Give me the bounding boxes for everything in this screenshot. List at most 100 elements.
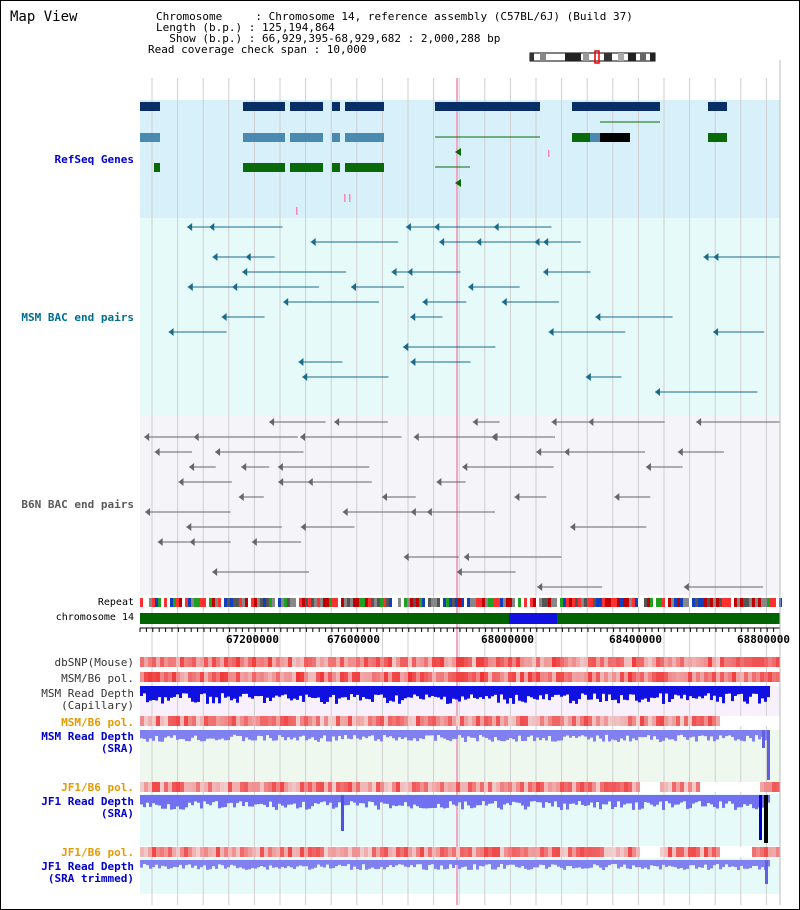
msm-bac-label[interactable]: MSM BAC end pairs <box>21 311 134 324</box>
msm-sra-depth-bar <box>599 730 602 739</box>
jf1-pol-strip <box>252 782 256 792</box>
jf1-pol-strip-2 <box>540 847 544 857</box>
msm-capillary-depth-bar <box>734 686 737 696</box>
b6n-bac-pair-arrow <box>536 448 542 456</box>
msm-pol-strip <box>696 672 700 682</box>
gene-marker <box>349 194 351 202</box>
repeat-block <box>143 598 146 607</box>
jf1-pol-strip-2 <box>536 847 540 857</box>
msm-capillary-depth-bar <box>164 686 167 698</box>
msm-pol-strip <box>776 672 780 682</box>
jf1-trim-depth-bar <box>578 860 581 868</box>
msm-capillary-depth-bar <box>194 686 197 703</box>
jf1-pol-strip <box>512 782 516 792</box>
msm-sra-depth-bar <box>626 730 629 736</box>
msm-sra-depth-bar <box>164 730 167 738</box>
msm-sra-depth-bar <box>590 730 593 738</box>
jf1-pol-strip-2 <box>400 847 404 857</box>
refseq-genes-label[interactable]: RefSeq Genes <box>54 153 134 166</box>
dbsnp-strip <box>468 657 472 667</box>
msm-pol-strip-2 <box>644 716 648 726</box>
jf1-pol-strip-2 <box>544 847 548 857</box>
jf1-trim-depth-bar <box>467 860 470 870</box>
jf1-b6-pol-label-2[interactable]: JF1/B6 pol. <box>61 846 134 859</box>
jf1-trim-depth-bar <box>698 860 701 868</box>
msm-pol-strip <box>140 672 144 682</box>
jf1-pol-strip <box>404 782 408 792</box>
dbsnp-strip <box>536 657 540 667</box>
dbsnp-strip <box>296 657 300 667</box>
msm-capillary-depth-bar <box>758 686 761 704</box>
msm-capillary-depth-bar <box>311 686 314 698</box>
jf1-trim-depth-bar <box>539 860 542 865</box>
msm-pol-strip-2 <box>556 716 560 726</box>
jf1-pol-strip-2 <box>616 847 620 857</box>
jf1-trim-depth-bar <box>536 860 539 868</box>
msm-pol-strip-2 <box>604 716 608 726</box>
jf1-trim-depth-bar <box>443 860 446 870</box>
msm-pol-strip <box>532 672 536 682</box>
msm-sra-depth-bar <box>377 730 380 740</box>
jf1-trim-depth-bar <box>593 860 596 865</box>
jf1-pol-strip-2 <box>736 847 740 857</box>
chromosome-line: Chromosome : Chromosome 14, reference as… <box>156 10 633 23</box>
msm-capillary-depth-bar <box>563 686 566 696</box>
jf1-read-depth-trim-label[interactable]: JF1 Read Depth (SRA trimmed) <box>41 860 134 885</box>
jf1-b6-pol-label-1[interactable]: JF1/B6 pol. <box>61 781 134 794</box>
jf1-pol-strip-2 <box>224 847 228 857</box>
msm-sra-depth-bar <box>392 730 395 739</box>
jf1-trim-depth-bar <box>428 860 431 865</box>
msm-read-depth-sra-label[interactable]: MSM Read Depth (SRA) <box>41 730 134 755</box>
dbsnp-strip <box>516 657 520 667</box>
msm-capillary-depth-bar <box>236 686 239 703</box>
msm-pol-strip <box>716 672 720 682</box>
msm-pol-strip <box>332 672 336 682</box>
msm-sra-depth-bar <box>539 730 542 741</box>
jf1-pol-strip <box>436 782 440 792</box>
jf1-sra-depth-bar <box>221 795 224 808</box>
jf1-sra-depth-bar <box>143 795 146 808</box>
msm-pol-strip <box>444 672 448 682</box>
msm-pol-strip-2 <box>340 716 344 726</box>
repeat-block <box>158 598 161 607</box>
jf1-sra-depth-bar <box>551 795 554 807</box>
msm-bac-pair-arrow <box>655 388 661 396</box>
ideogram-band <box>618 53 624 61</box>
b6n-bac-pair-arrow <box>212 568 218 576</box>
repeat-block <box>371 598 374 607</box>
jf1-sra-depth-bar <box>227 795 230 804</box>
msm-pol-strip-2 <box>172 716 176 726</box>
msm-pol-strip-2 <box>228 716 232 726</box>
msm-pol-strip-2 <box>464 716 468 726</box>
jf1-trim-depth-bar <box>533 860 536 868</box>
jf1-trim-depth-bar <box>431 860 434 865</box>
msm-b6-pol-label-1[interactable]: MSM/B6 pol. <box>61 672 134 685</box>
jf1-pol-strip-2 <box>748 847 752 857</box>
msm-sra-depth-bar <box>290 730 293 740</box>
dbsnp-label[interactable]: dbSNP(Mouse) <box>54 656 134 669</box>
msm-pol-strip <box>568 672 572 682</box>
msm-bac-pair-arrow <box>187 283 193 291</box>
b6n-bac-pair-arrow <box>334 418 340 426</box>
jf1-trim-depth-bar <box>683 860 686 870</box>
msm-read-depth-cap-label[interactable]: MSM Read Depth (Capillary) <box>41 687 134 712</box>
msm-capillary-depth-bar <box>461 686 464 697</box>
msm-capillary-depth-bar <box>527 686 530 697</box>
repeat-block <box>521 598 524 607</box>
msm-pol-strip <box>360 672 364 682</box>
jf1-pol-strip-2 <box>340 847 344 857</box>
msm-capillary-depth-bar <box>521 686 524 702</box>
msm-sra-depth-bar <box>578 730 581 737</box>
repeat-block <box>224 598 227 607</box>
jf1-pol-strip-2 <box>588 847 592 857</box>
jf1-trim-depth-bar <box>206 860 209 870</box>
b6n-bac-label[interactable]: B6N BAC end pairs <box>21 498 134 511</box>
jf1-sra-depth-bar <box>284 795 287 808</box>
msm-sra-depth-bar <box>305 730 308 741</box>
jf1-pol-strip <box>340 782 344 792</box>
jf1-pol-strip-2 <box>572 847 576 857</box>
msm-b6-pol-label-2[interactable]: MSM/B6 pol. <box>61 716 134 729</box>
msm-sra-depth-bar <box>317 730 320 742</box>
jf1-read-depth-sra-label[interactable]: JF1 Read Depth (SRA) <box>41 795 134 820</box>
